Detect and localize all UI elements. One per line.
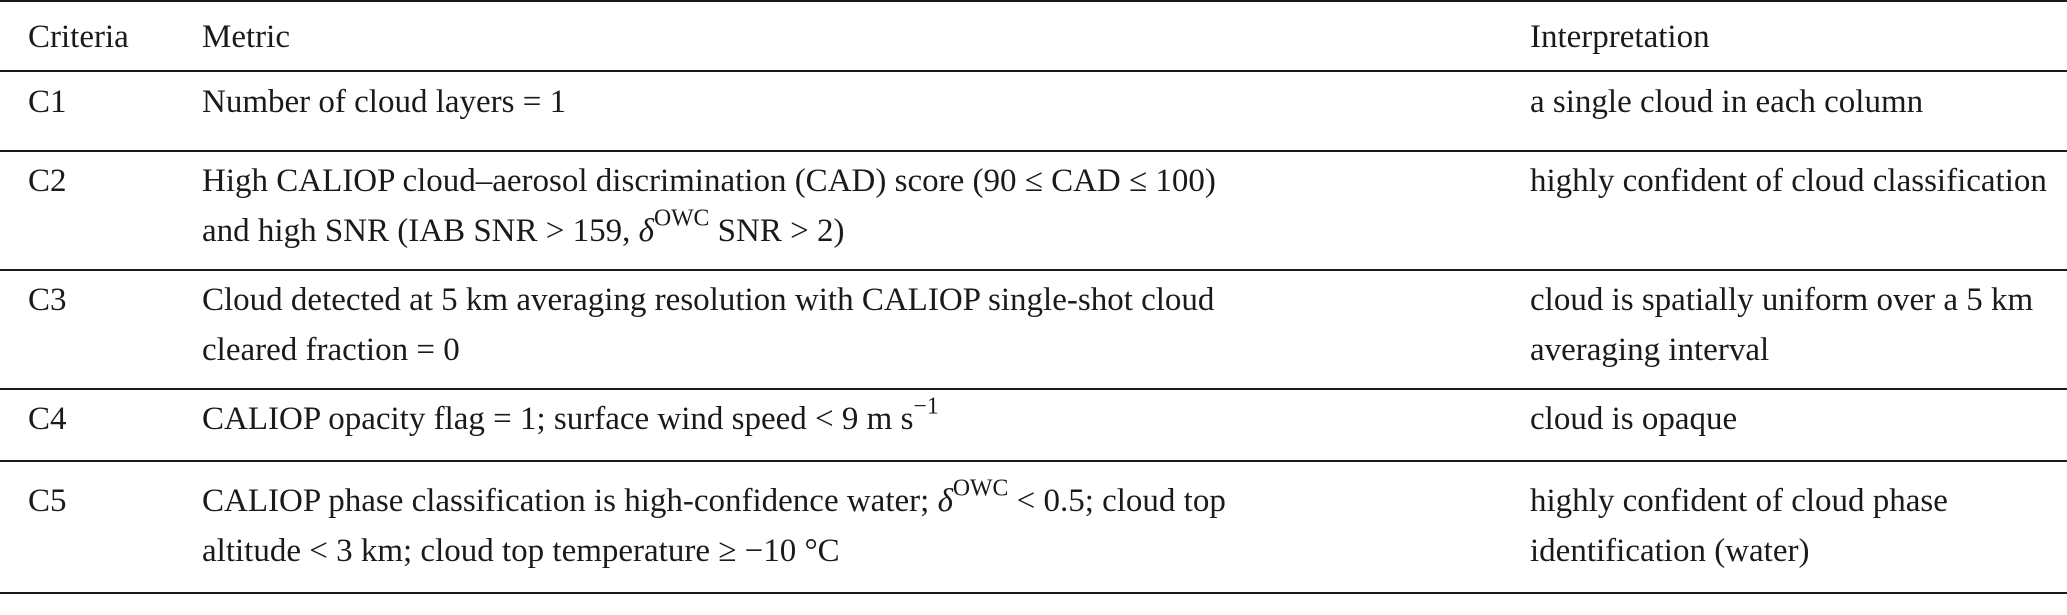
table-row-c2: C2 High CALIOP cloud–aerosol discriminat… — [0, 151, 2067, 271]
table-header: Criteria Metric Interpretation — [0, 0, 2067, 72]
metric-text: CALIOP opacity flag = 1; surface wind sp… — [202, 401, 914, 437]
metric-text-line2b: SNR > 2) — [709, 213, 845, 249]
interpretation-cell: cloud is spatially uniform over a 5 km a… — [1530, 270, 2067, 390]
table-row-c1: C1 Number of cloud layers = 1 a single c… — [0, 71, 2067, 152]
superscript-minus-one: −1 — [913, 393, 939, 420]
metric-text-line2: cleared fraction = 0 — [202, 332, 460, 368]
criteria-id: C3 — [0, 270, 202, 390]
criteria-id: C4 — [0, 389, 202, 462]
interpretation-cell: highly confident of cloud phase identifi… — [1530, 461, 2067, 594]
interpretation-cell: a single cloud in each column — [1530, 71, 2067, 152]
metric-cell: Number of cloud layers = 1 — [202, 71, 1530, 152]
criteria-id: C5 — [0, 461, 202, 594]
criteria-id: C1 — [0, 71, 202, 152]
metric-cell: High CALIOP cloud–aerosol discrimination… — [202, 151, 1530, 271]
header-row: Criteria Metric Interpretation — [0, 0, 2067, 72]
table-body: C1 Number of cloud layers = 1 a single c… — [0, 71, 2067, 594]
header-metric: Metric — [202, 0, 1530, 72]
metric-text-line1: High CALIOP cloud–aerosol discrimination… — [202, 163, 1216, 199]
metric-cell: CALIOP phase classification is high-conf… — [202, 461, 1530, 594]
metric-text-line2: altitude < 3 km; cloud top temperature ≥… — [202, 533, 840, 569]
metric-text-b: < 0.5; cloud top — [1008, 483, 1226, 519]
table-row-c3: C3 Cloud detected at 5 km averaging reso… — [0, 270, 2067, 390]
header-interpretation: Interpretation — [1530, 0, 2067, 72]
metric-cell: CALIOP opacity flag = 1; surface wind sp… — [202, 389, 1530, 462]
superscript-owc: OWC — [952, 475, 1009, 502]
table-row-c4: C4 CALIOP opacity flag = 1; surface wind… — [0, 389, 2067, 462]
metric-text: Number of cloud layers = 1 — [202, 84, 567, 120]
criteria-id: C2 — [0, 151, 202, 271]
metric-cell: Cloud detected at 5 km averaging resolut… — [202, 270, 1530, 390]
criteria-table: Criteria Metric Interpretation C1 Number… — [0, 0, 2067, 594]
table-row-c5: C5 CALIOP phase classification is high-c… — [0, 461, 2067, 594]
superscript-owc: OWC — [653, 205, 710, 232]
metric-text-a: CALIOP phase classification is high-conf… — [202, 483, 938, 519]
metric-text-line1: Cloud detected at 5 km averaging resolut… — [202, 282, 1215, 318]
metric-text-line2a: and high SNR (IAB SNR > 159, — [202, 213, 639, 249]
interpretation-cell: highly confident of cloud classification — [1530, 151, 2067, 271]
header-criteria: Criteria — [0, 0, 202, 72]
delta-symbol: δ — [638, 213, 654, 249]
delta-symbol: δ — [937, 483, 953, 519]
interpretation-cell: cloud is opaque — [1530, 389, 2067, 462]
